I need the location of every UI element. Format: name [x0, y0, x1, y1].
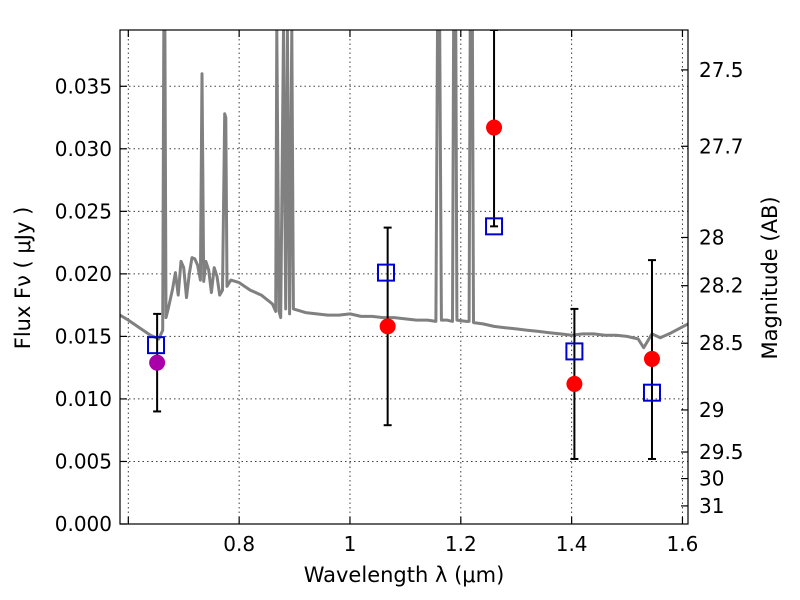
model-photometry-square [642, 383, 661, 402]
y-tick-label: 0.030 [55, 137, 112, 161]
y2-axis-title: Magnitude (AB) [758, 196, 782, 359]
x-tick-label: 1.4 [556, 532, 588, 556]
y-tick-label: 0.010 [55, 387, 112, 411]
model-spectrum-layer [120, 30, 688, 350]
y-tick-label: 0.020 [55, 262, 112, 286]
model-photometry-layer [147, 217, 661, 402]
x-tick-label: 1.6 [667, 532, 699, 556]
y-axis-title: Flux Fν ( μJy ) [11, 207, 35, 350]
y2-tick-label: 29 [699, 398, 724, 422]
y-tick-label: 0.005 [55, 449, 112, 473]
y2-tick-label: 28.5 [699, 331, 744, 355]
observed-point [379, 318, 396, 335]
ticks-layer: 0.8 1 1.2 1.4 1.6 0.000 0.005 0.010 0.015 0.020 0.… [55, 30, 744, 556]
observed-point [149, 354, 166, 371]
observed-points-layer [149, 119, 660, 392]
y2-tick-label: 27.7 [699, 134, 744, 158]
observed-point [486, 119, 503, 136]
x-tick-label: 0.8 [223, 532, 255, 556]
model-spectrum-line [120, 30, 688, 350]
y2-tick-label: 28.2 [699, 274, 744, 298]
y-tick-label: 0.035 [55, 74, 112, 98]
model-photometry-square [376, 263, 395, 282]
y-tick-label: 0.025 [55, 199, 112, 223]
y2-tick-label: 31 [699, 494, 724, 518]
errorbar-layer [153, 30, 656, 460]
observed-point [566, 375, 583, 392]
y2-tick-label: 29.5 [699, 440, 744, 464]
plot-frame [119, 29, 689, 525]
x-tick-label: 1 [344, 532, 357, 556]
x-axis-title: Wavelength λ (μm) [304, 563, 505, 587]
y2-tick-label: 28 [699, 225, 724, 249]
y-tick-label: 0.015 [55, 324, 112, 348]
y-tick-label: 0.000 [55, 512, 112, 536]
y2-tick-label: 30 [699, 467, 724, 491]
observed-point [643, 350, 660, 367]
model-photometry-square [485, 217, 504, 236]
y2-tick-label: 27.5 [699, 58, 744, 82]
model-photometry-square [147, 336, 166, 355]
x-tick-label: 1.2 [445, 532, 477, 556]
model-photometry-square [565, 342, 584, 361]
